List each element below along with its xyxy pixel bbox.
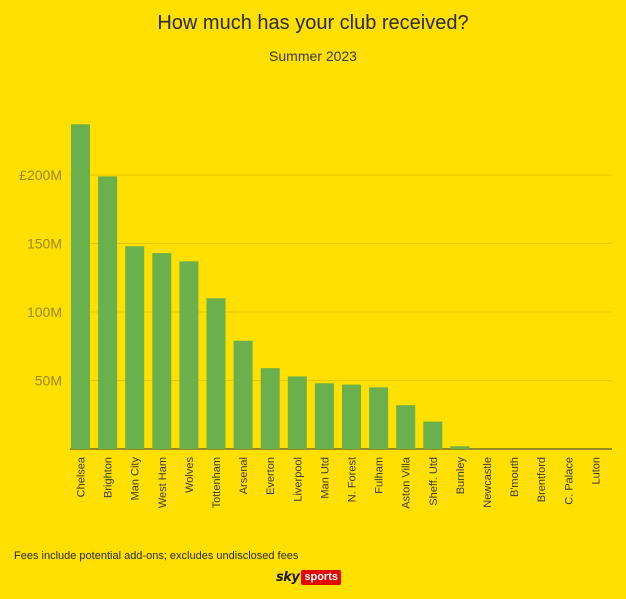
x-tick-label: Brentford	[536, 457, 548, 502]
chart-subtitle: Summer 2023	[269, 48, 357, 64]
bar-fulham	[369, 387, 389, 449]
bar-aston-villa	[396, 405, 416, 449]
x-tick-label: Man Utd	[319, 457, 331, 499]
y-tick-label: £200M	[19, 167, 62, 183]
x-tick-label: C. Palace	[563, 457, 575, 505]
x-tick-label: Arsenal	[238, 457, 250, 494]
x-tick-label: Brighton	[103, 457, 115, 498]
sky-sports-logo: sky sports	[276, 569, 341, 585]
x-tick-label: B'mouth	[509, 457, 521, 497]
x-tick-label: Newcastle	[482, 457, 494, 508]
x-tick-label: Everton	[265, 457, 277, 495]
bar-chelsea	[71, 124, 90, 449]
x-tick-label: Tottenham	[211, 457, 223, 508]
x-tick-label: Liverpool	[292, 457, 304, 502]
bar-west-ham	[152, 253, 172, 449]
bar-brighton	[98, 176, 118, 449]
x-tick-label: N. Forest	[347, 457, 359, 502]
x-tick-label: Burnley	[455, 457, 467, 495]
bar-sheff-utd	[423, 421, 443, 449]
x-tick-label: West Ham	[157, 457, 169, 508]
x-tick-label: Chelsea	[76, 456, 88, 497]
x-tick-label: Sheff. Utd	[428, 457, 440, 506]
x-tick-label: Man City	[130, 457, 142, 501]
bar-liverpool	[287, 376, 307, 449]
footnote: Fees include potential add-ons; excludes…	[14, 550, 299, 562]
bar-wolves	[179, 261, 199, 449]
logo-sports-text: sports	[301, 569, 341, 585]
bar-arsenal	[233, 340, 253, 449]
logo-sky-text: sky	[276, 569, 300, 585]
y-tick-label: 150M	[27, 236, 62, 252]
bar-man-city	[125, 246, 145, 449]
x-tick-label: Aston Villa	[401, 456, 413, 509]
chart-title: How much has your club received?	[157, 12, 469, 34]
x-tick-label: Fulham	[374, 457, 386, 494]
x-tick-label: Luton	[590, 457, 602, 485]
bar-burnley	[450, 446, 470, 449]
y-tick-label: 100M	[27, 304, 62, 320]
x-tick-label: Wolves	[184, 457, 196, 493]
y-tick-label: 50M	[35, 373, 62, 389]
bar-n-forest	[342, 384, 361, 449]
bar-tottenham	[206, 298, 226, 449]
bar-everton	[260, 368, 280, 449]
bar-man-utd	[314, 383, 334, 449]
